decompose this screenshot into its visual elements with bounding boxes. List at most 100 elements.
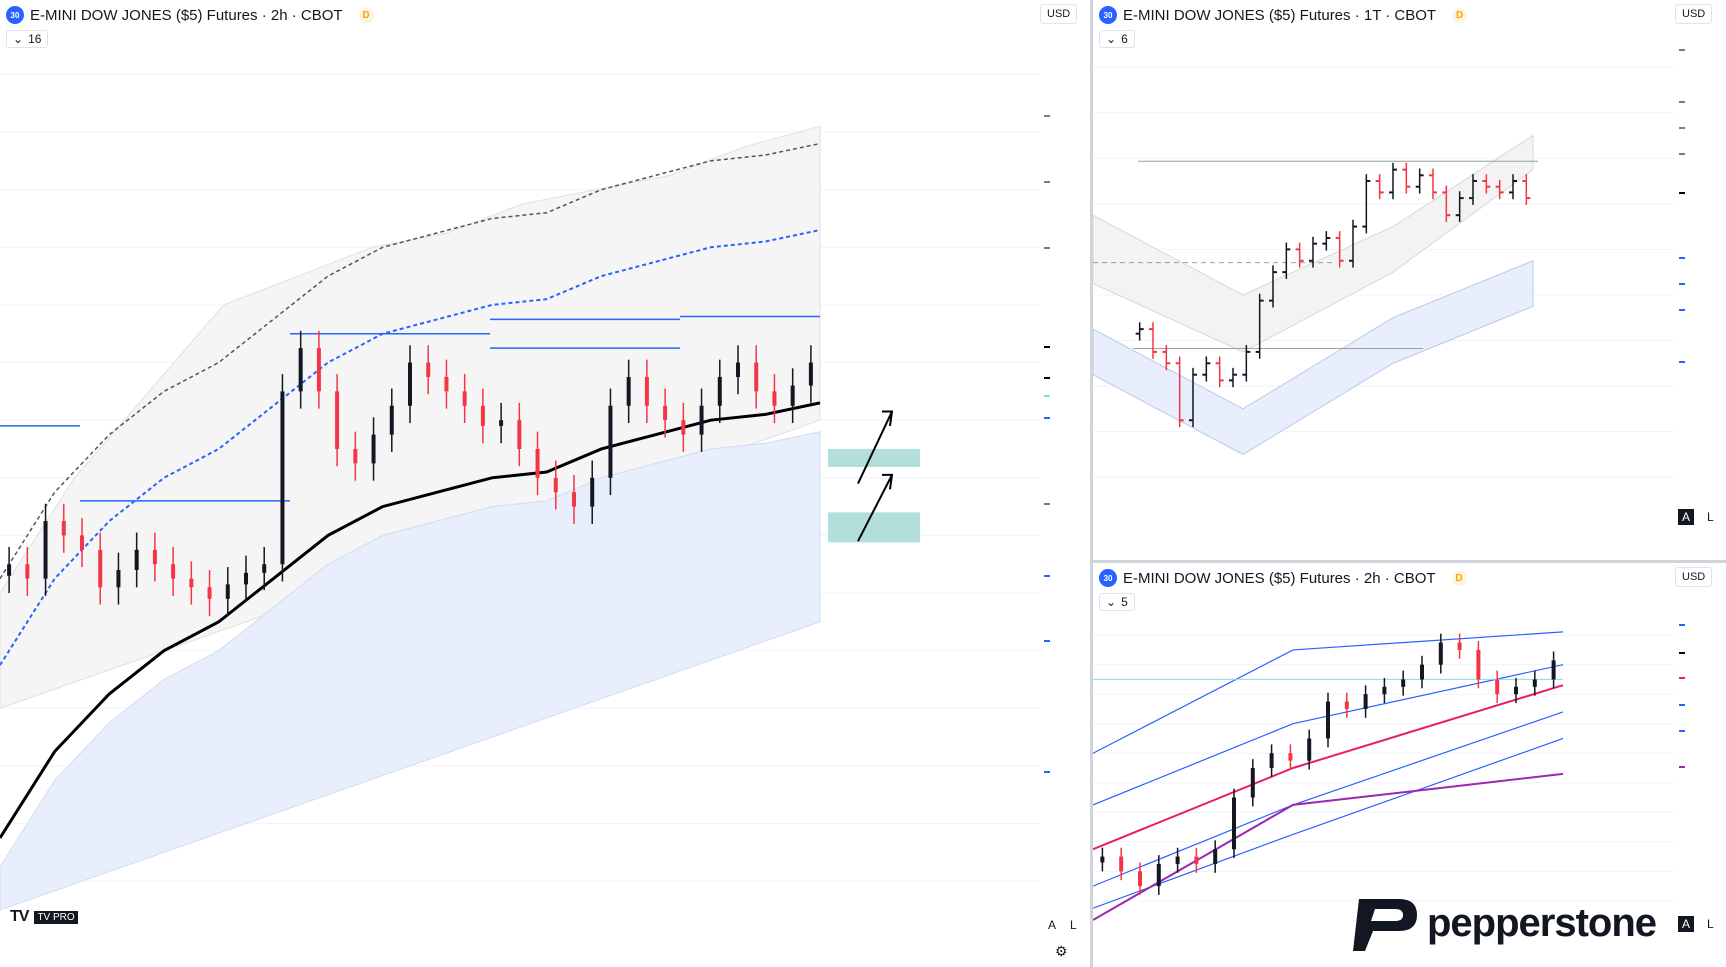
bottom-right-chart-pane[interactable]: 30 E-MINI DOW JONES ($5) Futures · 2h · … [1093, 563, 1726, 967]
delayed-badge: D [358, 7, 374, 23]
price-candle [736, 362, 740, 377]
price-candle [43, 521, 48, 579]
tradingview-pro-logo: TV TV PRO [10, 908, 78, 926]
price-tag [1679, 49, 1685, 52]
price-candle [1476, 649, 1481, 680]
delayed-badge: D [1452, 7, 1468, 23]
pepperstone-logo: pepperstone [1351, 893, 1657, 953]
price-candle [152, 549, 157, 565]
chart-title[interactable]: E-MINI DOW JONES ($5) Futures · 2h · CBO… [1123, 569, 1436, 587]
price-candle [225, 584, 230, 599]
price-candle [207, 587, 212, 599]
arrow-up-icon [857, 473, 894, 542]
price-candle [1344, 701, 1349, 709]
log-scale-button[interactable]: L [1707, 510, 1714, 524]
price-candle [1457, 642, 1462, 650]
price-candle [1232, 797, 1236, 850]
currency-selector[interactable]: USD [1675, 567, 1713, 587]
price-candle [572, 492, 576, 507]
price-candle [1156, 863, 1161, 887]
price-candle [1382, 686, 1387, 695]
price-tag [1679, 360, 1685, 363]
price-candle [25, 564, 30, 579]
price-candle [189, 578, 194, 588]
left-chart-canvas[interactable] [0, 0, 1090, 967]
price-candle [444, 376, 449, 392]
price-candle [80, 535, 84, 550]
price-candle [772, 391, 777, 406]
chevron-down-icon: ⌄ [1106, 595, 1117, 609]
currency-selector[interactable]: USD [1675, 4, 1713, 24]
left-chart-pane[interactable]: 30 E-MINI DOW JONES ($5) Futures · 2h · … [0, 0, 1090, 967]
arrow-up-icon [857, 410, 894, 484]
auto-scale-button[interactable]: A [1678, 509, 1695, 525]
price-tag [1679, 308, 1685, 311]
price-candle [517, 420, 522, 449]
price-candle [553, 477, 558, 493]
price-candle [663, 405, 668, 421]
indicator-count: 16 [28, 32, 42, 46]
price-candle [1119, 856, 1124, 872]
pane-divider-vertical[interactable] [1090, 0, 1093, 967]
price-candle [1495, 679, 1500, 695]
price-tag [1679, 282, 1685, 285]
left-chart-header: 30 E-MINI DOW JONES ($5) Futures · 2h · … [6, 6, 374, 24]
price-tag [1044, 640, 1050, 643]
price-candle [7, 564, 12, 576]
symbol-icon[interactable]: 30 [1099, 569, 1117, 587]
pane-divider-horizontal[interactable] [1093, 560, 1726, 563]
price-tag [1044, 503, 1050, 506]
indicators-toggle[interactable]: ⌄ 6 [1099, 30, 1135, 48]
upper-envelope-band [1093, 134, 1534, 353]
price-candle [389, 405, 394, 435]
currency-selector[interactable]: USD [1040, 4, 1078, 24]
top-right-chart-pane[interactable]: 30 E-MINI DOW JONES ($5) Futures · 1T · … [1093, 0, 1726, 560]
price-tag [1679, 256, 1685, 259]
lower-envelope-band [0, 431, 821, 911]
price-candle [681, 420, 686, 435]
price-tag [1679, 652, 1685, 655]
chart-title[interactable]: E-MINI DOW JONES ($5) Futures · 1T · CBO… [1123, 6, 1437, 24]
price-tag [1044, 395, 1050, 398]
price-candle [116, 570, 121, 588]
price-candle [1551, 660, 1556, 680]
price-tag [1044, 574, 1050, 577]
price-tag [1679, 765, 1685, 768]
price-tag [1044, 416, 1050, 419]
price-candle [1514, 686, 1518, 695]
price-tag [1679, 127, 1685, 130]
upper-deviation-band [1093, 631, 1564, 754]
settings-icon[interactable]: ⚙ [1055, 943, 1068, 959]
target-zone-upper [828, 448, 920, 467]
price-tag [1679, 677, 1685, 680]
price-candle [316, 348, 321, 392]
auto-scale-button[interactable]: A [1048, 918, 1057, 932]
log-scale-button[interactable]: L [1707, 917, 1714, 931]
inner-upper-band [1093, 664, 1564, 806]
price-candle [1420, 664, 1424, 680]
price-tag [1044, 115, 1050, 118]
top-right-chart-header: 30 E-MINI DOW JONES ($5) Futures · 1T · … [1099, 6, 1468, 24]
price-candle [353, 448, 358, 464]
symbol-icon[interactable]: 30 [6, 6, 24, 24]
price-tag [1679, 101, 1685, 104]
log-scale-button[interactable]: L [1070, 918, 1077, 932]
bottom-right-chart-canvas[interactable] [1093, 563, 1726, 967]
price-tag [1044, 181, 1050, 184]
price-candle [134, 549, 139, 570]
price-tag [1679, 703, 1685, 706]
indicator-count: 5 [1121, 595, 1128, 609]
price-candle [1363, 694, 1368, 709]
price-tag [1679, 153, 1685, 156]
chart-title[interactable]: E-MINI DOW JONES ($5) Futures · 2h · CBO… [30, 6, 343, 24]
top-right-chart-canvas[interactable] [1093, 0, 1726, 560]
bottom-right-chart-header: 30 E-MINI DOW JONES ($5) Futures · 2h · … [1099, 569, 1467, 587]
price-tag [1044, 377, 1050, 380]
indicators-toggle[interactable]: ⌄ 16 [6, 30, 49, 48]
chevron-down-icon: ⌄ [13, 32, 24, 46]
lower-envelope-band [1093, 260, 1534, 456]
indicators-toggle[interactable]: ⌄ 5 [1099, 593, 1135, 611]
auto-scale-button[interactable]: A [1678, 916, 1695, 932]
price-candle [1532, 679, 1537, 687]
symbol-icon[interactable]: 30 [1099, 6, 1117, 24]
